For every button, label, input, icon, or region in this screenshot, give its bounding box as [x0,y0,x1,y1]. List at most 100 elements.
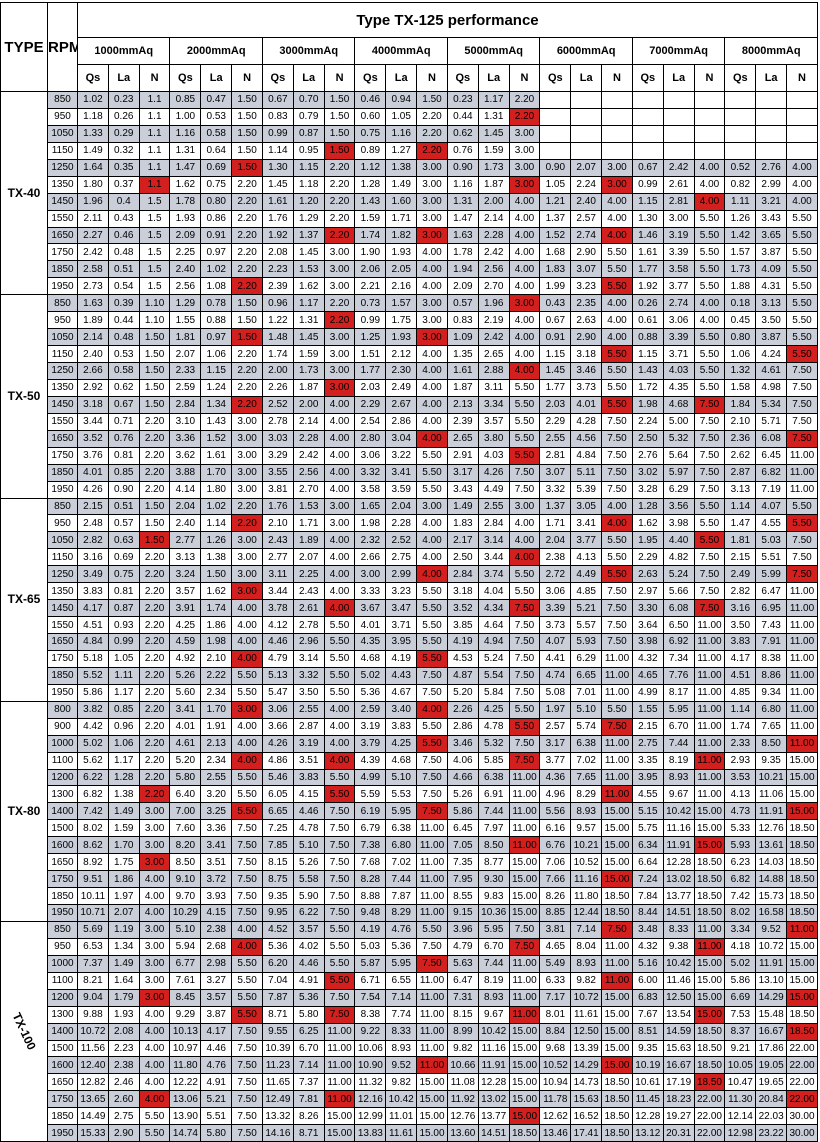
value-cell: 2.20 [138,565,171,584]
value-cell: 4.17 [77,599,109,618]
value-cell: 0.62 [446,124,479,143]
value-cell [539,124,572,143]
value-cell: 3.71 [385,616,418,634]
value-cell: 2.63 [570,311,603,330]
value-cell: 5.50 [508,395,541,414]
value-cell: 5.47 [261,683,294,702]
value-cell: 7.97 [477,819,510,838]
value-cell: 2.20 [138,734,171,753]
value-cell: 5.02 [724,954,757,973]
value-cell: 0.85 [169,91,202,109]
value-cell: 15.00 [786,937,818,956]
value-cell: 1.52 [539,226,572,245]
value-cell: 1.43 [200,412,233,431]
value-cell: 2.48 [77,514,109,533]
value-cell: 11.00 [508,836,541,855]
sub-header: N [138,64,171,92]
value-cell: 7.60 [169,819,202,838]
value-cell: 0.88 [631,328,664,347]
value-cell: 4.01 [77,463,109,482]
value-cell: 11.00 [693,649,726,668]
value-cell: 9.51 [77,870,109,889]
value-cell: 3.76 [77,446,109,465]
value-cell: 7.50 [508,666,541,685]
value-cell: 1.81 [169,328,202,347]
value-cell: 2.99 [755,175,788,194]
table-row: 1350 2.92 0.62 1.50 2.59 1.24 2.20 2.26 1.87 3.00… [1,378,818,397]
value-cell: 5.20 [169,751,202,770]
value-cell: 9.52 [385,1056,418,1075]
value-cell: 4.00 [231,734,263,753]
value-cell: 3.00 [138,954,171,973]
value-cell: 5.97 [662,463,695,482]
value-cell: 4.00 [323,717,356,736]
value-cell: 11.00 [416,1039,448,1058]
value-cell: 3.79 [354,734,387,753]
rpm-cell: 1250 [47,362,78,380]
value-cell: 3.96 [446,920,479,939]
table-row: 1100 8.21 1.64 3.00 7.61 3.27 5.50 7.04 4.91 5.50… [1,971,818,990]
value-cell: 1.31 [292,311,325,330]
value-cell: 18.50 [601,904,633,922]
value-cell: 2.10 [724,412,757,431]
value-cell: 18.50 [601,1073,633,1092]
value-cell: 0.89 [354,141,387,160]
value-cell: 1.43 [631,362,664,380]
value-cell: 1.96 [77,192,109,211]
value-cell: 3.00 [231,463,263,482]
value-cell: 3.00 [508,124,541,143]
value-cell: 4.00 [416,565,448,584]
value-cell: 15.00 [693,1005,726,1024]
value-cell: 4.24 [755,345,788,363]
value-cell: 3.43 [755,209,788,228]
value-cell: 8.93 [570,802,603,821]
value-cell: 0.91 [200,226,233,245]
value-cell: 3.24 [169,565,202,584]
value-cell: 5.16 [631,954,664,973]
value-cell: 7.50 [693,548,726,567]
value-cell: 12.76 [755,819,788,838]
value-cell: 0.95 [292,141,325,160]
value-cell: 2.20 [138,700,171,719]
value-cell: 9.10 [169,870,202,889]
sub-header: Qs [169,64,202,92]
value-cell: 3.13 [755,294,788,313]
value-cell: 5.50 [693,243,726,262]
value-cell: 1.70 [200,463,233,482]
value-cell: 14.88 [755,870,788,889]
value-cell: 2.67 [385,395,418,414]
value-cell: 4.82 [662,548,695,567]
value-cell: 5.50 [416,717,448,736]
value-cell: 15.00 [323,1124,356,1142]
value-cell: 1.31 [477,107,510,126]
value-cell [786,91,818,109]
value-cell: 11.00 [786,616,818,634]
value-cell: 7.50 [786,548,818,567]
rpm-cell: 1050 [47,328,78,347]
value-cell: 3.06 [662,311,695,330]
value-cell: 2.96 [292,633,325,651]
value-cell: 14.49 [77,1107,109,1126]
value-cell: 2.20 [138,548,171,567]
rpm-cell: 1450 [47,395,78,414]
value-cell: 0.67 [261,91,294,109]
value-cell: 4.85 [724,683,757,702]
value-cell: 3.00 [231,531,263,550]
value-cell: 11.00 [786,920,818,939]
value-cell: 1.06 [724,345,757,363]
value-cell: 5.50 [693,209,726,228]
value-cell: 3.62 [169,446,202,465]
value-cell: 4.25 [169,616,202,634]
value-cell: 7.50 [786,395,818,414]
value-cell: 1.74 [261,345,294,363]
value-cell: 4.42 [77,717,109,736]
value-cell: 3.36 [200,819,233,838]
value-cell: 1.82 [385,226,418,245]
value-cell: 3.74 [477,565,510,584]
value-cell: 4.61 [169,734,202,753]
value-cell: 2.59 [169,378,202,397]
rpm-cell: 1050 [47,124,78,143]
value-cell: 2.49 [724,565,757,584]
value-cell: 7.95 [446,870,479,889]
value-cell: 3.51 [292,751,325,770]
